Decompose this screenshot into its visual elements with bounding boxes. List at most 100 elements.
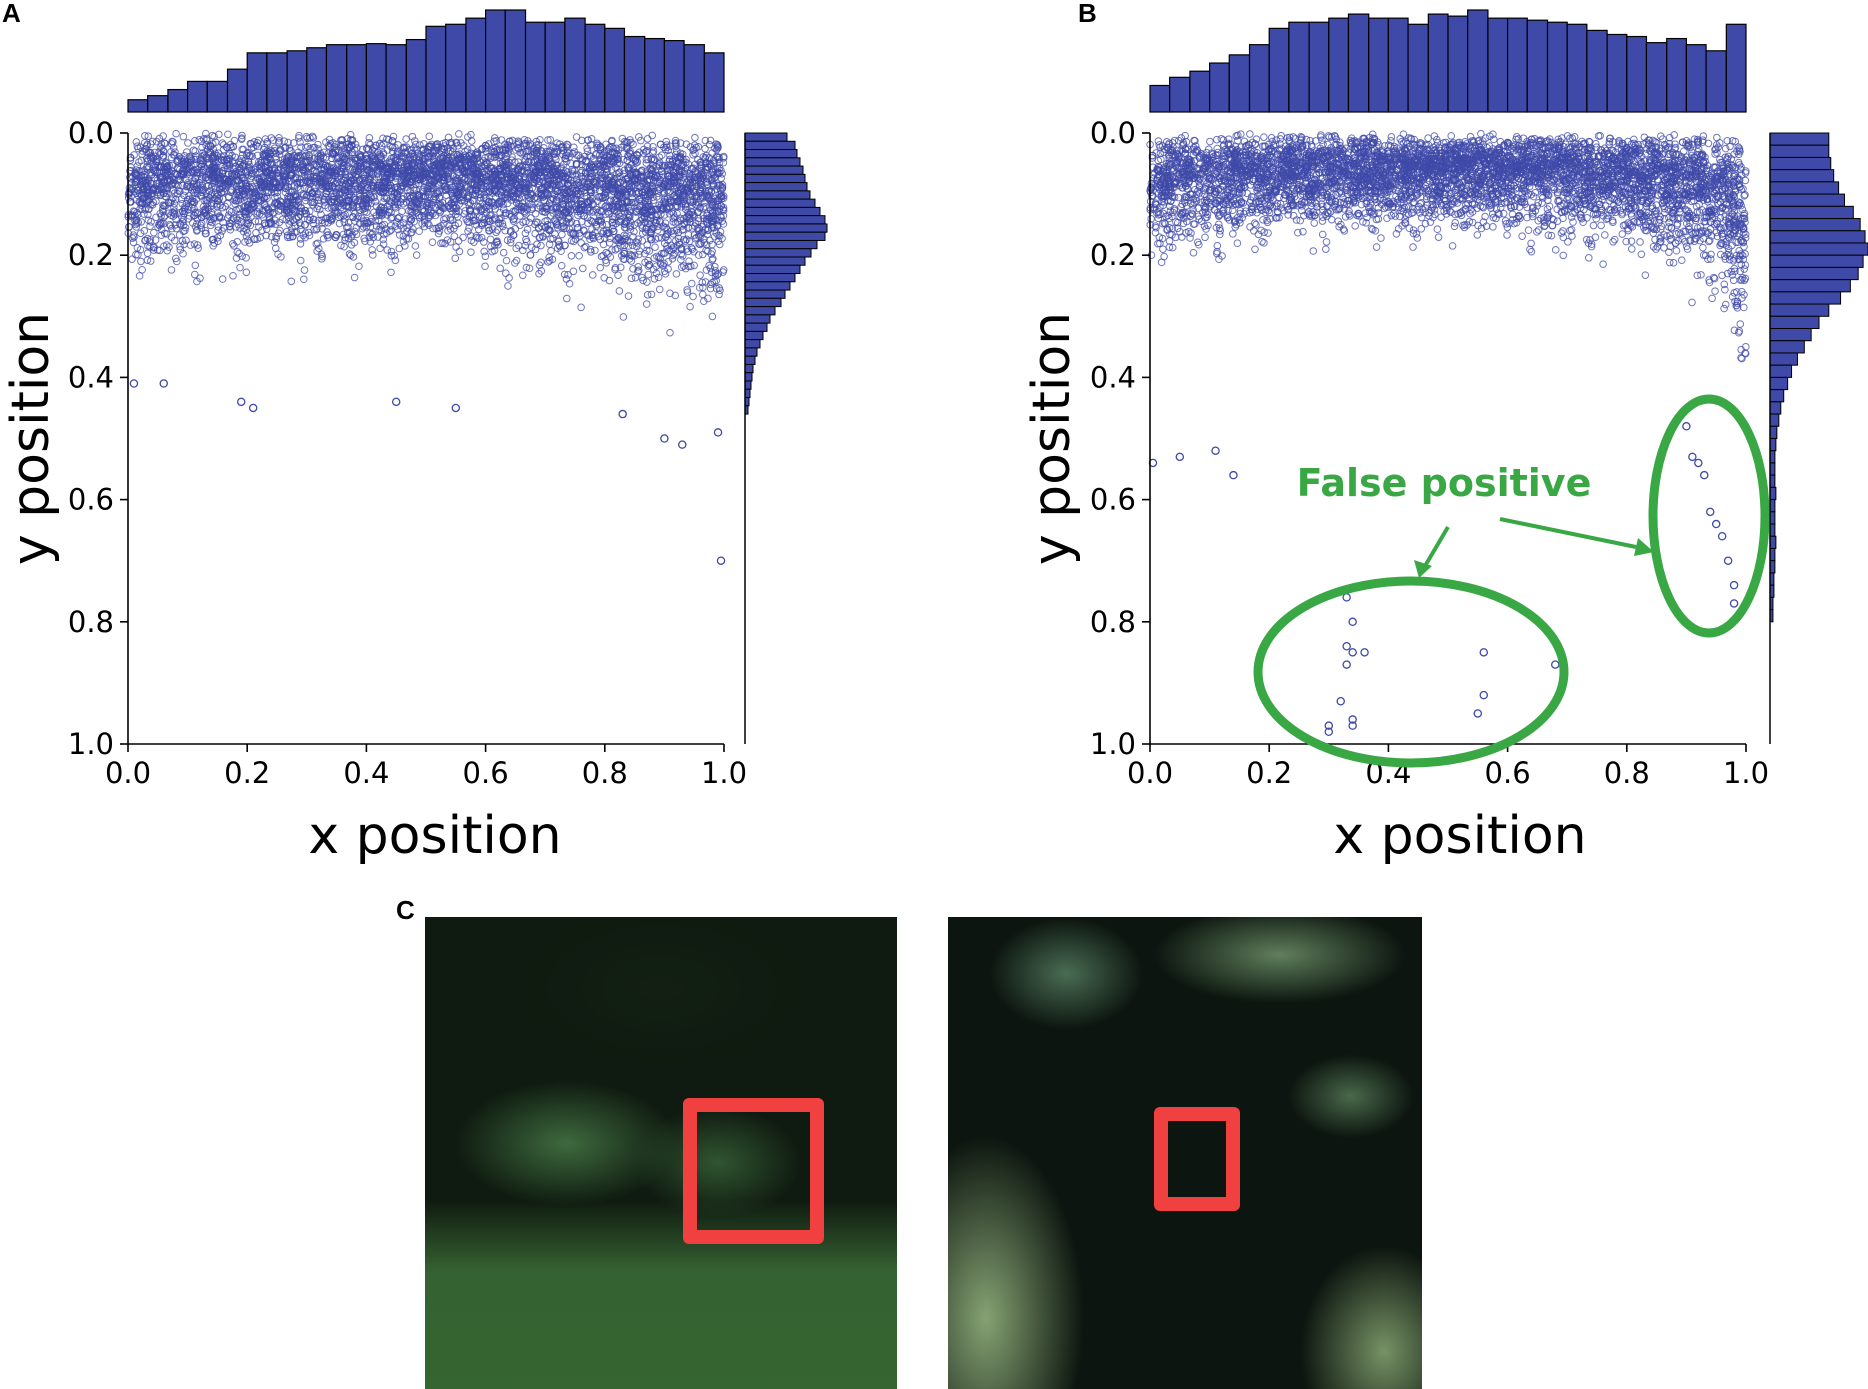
panel-a-point (557, 261, 566, 270)
panel-a-yhist-bar (744, 190, 811, 200)
panel-a-xhist-bar (187, 80, 208, 113)
panel-a-point (686, 302, 694, 311)
panel-a-point (300, 275, 308, 284)
panel-a-yhist-bar (744, 215, 826, 225)
panel-a-point (143, 249, 152, 258)
panel-a-point (468, 144, 476, 153)
panel-a-point (644, 270, 653, 279)
panel-a-point (480, 247, 488, 256)
panel-a-point (224, 130, 232, 139)
panel-a-point (459, 233, 467, 242)
panel-a-point (167, 266, 176, 274)
panel-a-point (128, 234, 137, 242)
panel-a-xhist-bar (683, 44, 705, 113)
panel-a-point (242, 268, 251, 277)
panel-label-b: B (1078, 0, 1097, 28)
panel-a-xhist-bar (405, 38, 427, 113)
panel-a-point (575, 251, 583, 260)
panel-label-c: C (396, 895, 415, 925)
panel-a-point (624, 292, 633, 300)
panel-a-point (272, 232, 280, 241)
panel-a-yhist-bar (744, 223, 828, 233)
panel-a-point (450, 232, 459, 241)
panel-a-point (505, 274, 513, 282)
panel-a-yhist-bar (744, 273, 796, 283)
panel-a-point (708, 278, 717, 287)
panel-a-yhist-bar (744, 297, 782, 308)
panel-a-point (627, 274, 636, 283)
panel-a-xhist-bar (286, 50, 308, 113)
panel-a-xhist-bar (584, 23, 606, 113)
panel-a-xhist-bar (425, 25, 447, 113)
panel-a-yhist-bar (744, 281, 791, 291)
panel-a-yhist-bar (744, 363, 754, 374)
panel-a-point (387, 268, 395, 277)
panel-a-xhist-bar (644, 37, 665, 113)
charts-svg: 0.0 0.2 0.4 0.6 0.8 1.00.00.20.40.60.81.0x po… (1, 9, 1868, 866)
panel-a-point (537, 241, 545, 250)
panel-a-point (481, 262, 489, 271)
panel-a-xhist-bar (147, 95, 169, 113)
panel-a-point (408, 228, 416, 237)
panel-a-point (577, 239, 585, 247)
panel-a-xhist-bar (623, 35, 646, 113)
panel-a-yhist-bar (744, 165, 804, 175)
panel-a-point (501, 269, 510, 278)
panel-a-xhist-bar (504, 9, 527, 113)
panel-a-point (612, 164, 620, 172)
panel-a-point (144, 132, 153, 140)
panel-a-point (218, 139, 227, 147)
panel-a-xhist-bar (385, 44, 407, 113)
panel-a-point (708, 312, 717, 321)
panel-a-point (128, 255, 136, 263)
panel-a-point (125, 222, 133, 231)
panel-a-yhist-bar (744, 198, 816, 208)
panel-a-point (389, 132, 398, 141)
panel-a-point (355, 262, 363, 271)
panel-a-point (619, 313, 628, 321)
panel-a-point (666, 328, 674, 337)
panel-a-point (694, 251, 703, 259)
panel-a-yhist-bar (744, 239, 818, 250)
panel-a-point (296, 256, 305, 265)
panel-a-point (467, 137, 476, 145)
panel-a-yhist-bar (744, 140, 796, 151)
panel-a-point (615, 287, 624, 295)
panel-a-point (252, 229, 260, 237)
panel-a-point (302, 143, 310, 152)
panel-a-point (411, 242, 420, 250)
panel-a-point (565, 279, 574, 288)
panel-a-point (569, 267, 578, 276)
panel-a-point (395, 244, 404, 253)
panel-a-point (588, 271, 597, 279)
panel-a-point (562, 294, 571, 303)
panel-a-point (648, 131, 657, 140)
panel-a-point (504, 282, 512, 290)
panel-a-yhist-bar (744, 248, 812, 258)
panel-a-xhist-bar (365, 43, 387, 113)
panel-a-point (689, 292, 697, 301)
panel-a-point (369, 251, 377, 259)
panel-a-yhist-bar (744, 306, 776, 316)
panel-a-point (499, 248, 508, 257)
panel-a-point (531, 229, 539, 238)
panel-a-point (527, 243, 536, 252)
panel-a-point (696, 271, 704, 279)
panel-a-yhist-bar (744, 231, 826, 241)
panel-a-point (412, 251, 421, 259)
panel-a-yhist-bar (744, 355, 756, 365)
panel-a-point (287, 277, 296, 286)
panel-a-point (522, 237, 531, 246)
panel-a-point (133, 162, 142, 170)
panel-a-yhist-bar (744, 347, 758, 357)
panel-a-point (701, 202, 709, 211)
panel-a-yhist-bar (744, 264, 801, 275)
panel-a-point (455, 247, 464, 256)
panel-a-point (654, 273, 663, 282)
panel-a-point (591, 246, 599, 255)
panel-a-point (599, 240, 608, 249)
panel-a-yhist-bar (744, 339, 761, 349)
panel-a-point (225, 207, 234, 215)
panel-a-point (467, 248, 475, 256)
panel-a-point (690, 261, 698, 270)
